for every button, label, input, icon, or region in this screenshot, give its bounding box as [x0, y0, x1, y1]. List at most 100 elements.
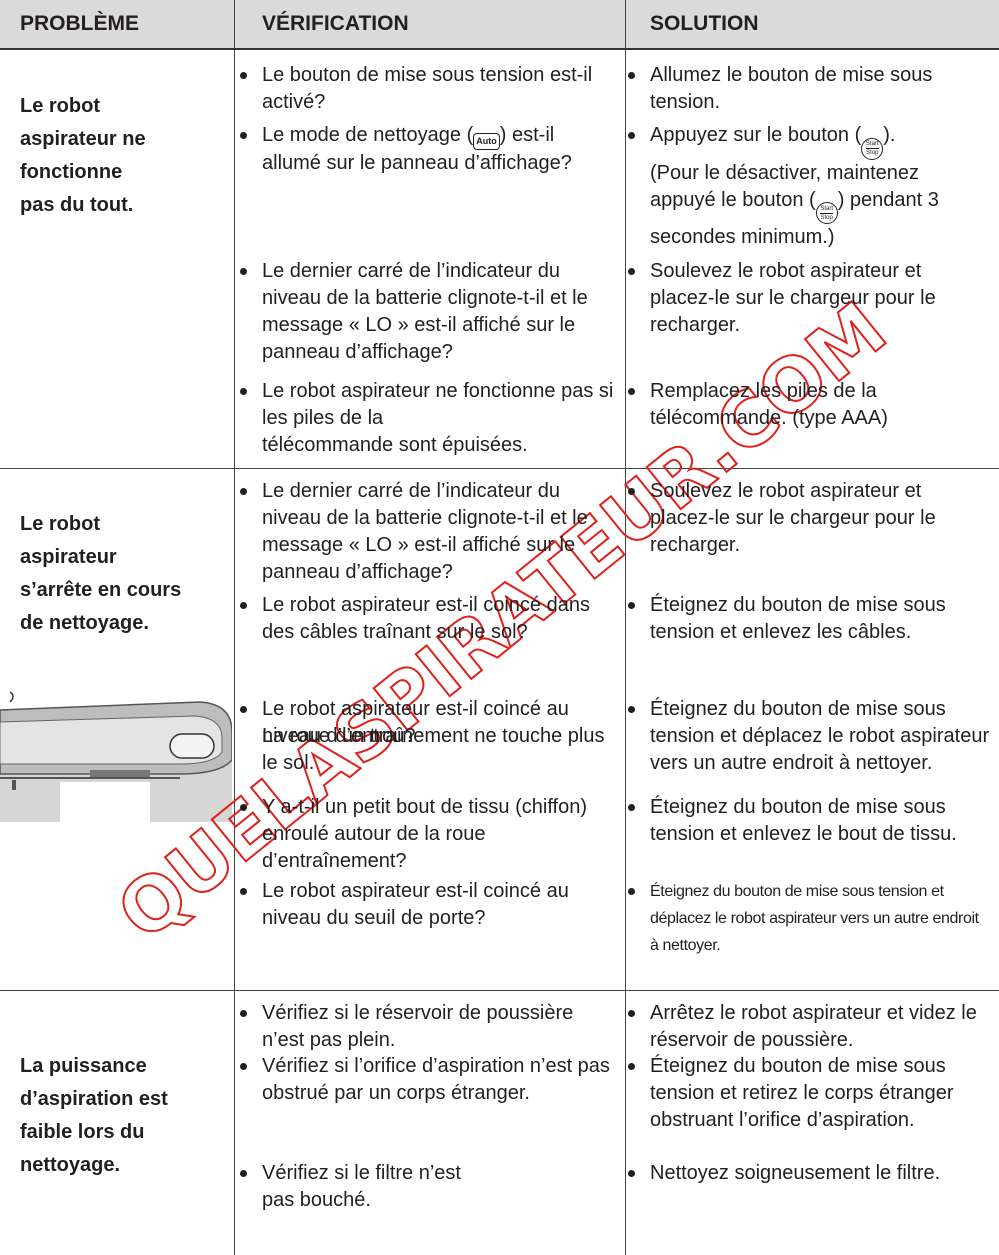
bullet: [628, 1063, 635, 1070]
text: Appuyez sur le bouton (: [650, 124, 862, 146]
problem: Le robot aspirateur ne fonctionne pas du to…: [20, 90, 225, 222]
bullet: [628, 1010, 635, 1017]
text: Nettoyez soigneusement le filtre.: [650, 1162, 941, 1184]
row-divider: [0, 990, 999, 991]
header-problem: PROBLÈME: [20, 12, 140, 35]
check: Le bouton de mise sous tension est-il ac…: [240, 62, 614, 116]
bullet: [240, 706, 247, 713]
text: Vérifiez si le réservoir de poussière n’…: [262, 1002, 574, 1051]
header-solution: SOLUTION: [650, 12, 759, 35]
problem: La puissance d’aspiration est faible lors …: [20, 1050, 225, 1182]
check: Le dernier carré de l’indicateur du nive…: [240, 258, 614, 366]
bullet: [628, 388, 635, 395]
solution: Éteignez du bouton de mise sous tension …: [628, 592, 990, 646]
text: Soulevez le robot aspirateur et placez-l…: [650, 480, 936, 556]
check: Vérifiez si l’orifice d’aspiration n’est…: [240, 1053, 614, 1107]
problem-line: Le robot: [20, 513, 100, 535]
check: Y a-t-il un petit bout de tissu (chiffon…: [240, 794, 614, 875]
bullet: [240, 488, 247, 495]
header-bar: [0, 0, 999, 50]
icon-label: Start: [820, 205, 834, 214]
problem-line: de nettoyage.: [20, 612, 149, 634]
text: Le dernier carré de l’indicateur du nive…: [262, 260, 588, 363]
bullet: [628, 132, 635, 139]
solution: Remplacez les piles de la télécommande. …: [628, 378, 990, 432]
bullet: [240, 1010, 247, 1017]
header-verification: VÉRIFICATION: [262, 12, 409, 35]
problem-line: aspirateur: [20, 546, 117, 568]
text: ) est-il allumé sur le panneau d’afficha…: [262, 124, 572, 174]
bullet: [628, 1170, 635, 1177]
icon-label: Stop: [866, 150, 879, 156]
check: Le robot aspirateur est-il coincé au niv…: [240, 878, 614, 932]
icon-label: Start: [865, 141, 879, 149]
text: Arrêtez le robot aspirateur et videz le …: [650, 1002, 977, 1051]
text: Le robot aspirateur est-il coincé dans d…: [262, 594, 590, 643]
bullet: [240, 888, 247, 895]
check: Vérifiez si le filtre n’est pas bouché.: [240, 1160, 614, 1214]
solution: Soulevez le robot aspirateur et placez-l…: [628, 258, 990, 339]
text: Le bouton de mise sous tension est-il ac…: [262, 64, 593, 113]
bullet: [240, 132, 247, 139]
bullet: [240, 388, 247, 395]
check-note: La roue d’entraînement ne touche plus le…: [262, 725, 605, 774]
text: Éteignez du bouton de mise sous tension …: [650, 796, 957, 845]
bullet: [240, 268, 247, 275]
start-stop-icon: Start Stop: [815, 202, 838, 224]
solution: Éteignez du bouton de mise sous tension …: [628, 878, 990, 959]
problem: Le robot aspirateur s’arrête en cours de ne…: [20, 508, 225, 640]
bullet: [628, 804, 635, 811]
problem-line: nettoyage.: [20, 1154, 121, 1176]
text: Éteignez du bouton de mise sous tension …: [650, 1055, 954, 1131]
text: Allumez le bouton de mise sous tension.: [650, 64, 933, 113]
bullet: [240, 1063, 247, 1070]
text: Éteignez du bouton de mise sous tension …: [650, 698, 990, 774]
problem-line: pas du tout.: [20, 194, 134, 216]
problem-line: s’arrête en cours: [20, 579, 182, 601]
text: Remplacez les piles de la télécommande. …: [650, 380, 888, 429]
bullet: [240, 72, 247, 79]
column-divider: [234, 0, 235, 1255]
solution: Éteignez du bouton de mise sous tension …: [628, 696, 990, 777]
row-divider: [0, 468, 999, 469]
problem-line: d’aspiration est: [20, 1088, 168, 1110]
text: Y a-t-il un petit bout de tissu (chiffon…: [262, 796, 587, 872]
problem-line: La puissance: [20, 1055, 147, 1077]
text: Le mode de nettoyage (: [262, 124, 474, 146]
solution: Éteignez du bouton de mise sous tension …: [628, 1053, 990, 1134]
solution: Éteignez du bouton de mise sous tension …: [628, 794, 990, 848]
check: Le dernier carré de l’indicateur du nive…: [240, 478, 614, 586]
solution: Nettoyez soigneusement le filtre.: [628, 1160, 990, 1187]
text: ) pendant 3 secondes minimum.): [650, 188, 939, 249]
bullet: [240, 804, 247, 811]
start-stop-icon: Start Stop: [861, 137, 884, 160]
bullet: [628, 268, 635, 275]
bullet: [628, 888, 635, 895]
solution: Appuyez sur le bouton (Start Stop). (Pour…: [628, 122, 990, 251]
bullet: [240, 602, 247, 609]
bullet: [628, 488, 635, 495]
robot-illustration: [0, 691, 232, 822]
text: Vérifiez si le filtre n’est pas bouché.: [262, 1162, 461, 1211]
problem-line: Le robot: [20, 95, 100, 117]
text: Le robot aspirateur ne fonctionne pas si…: [262, 380, 614, 456]
text: Éteignez du bouton de mise sous tension …: [650, 883, 979, 954]
check: Le robot aspirateur est-il coincé au niv…: [240, 696, 614, 750]
text: Le robot aspirateur est-il coincé au niv…: [262, 698, 569, 747]
auto-icon: Auto: [473, 133, 500, 150]
problem-line: faible lors du: [20, 1121, 145, 1143]
icon-label: Stop: [820, 214, 833, 221]
check: Le robot aspirateur ne fonctionne pas si…: [240, 378, 614, 459]
text: Vérifiez si l’orifice d’aspiration n’est…: [262, 1055, 610, 1104]
column-divider: [625, 0, 626, 1255]
text: ). (Pour le désactiver, maintenez appuyé…: [650, 124, 920, 211]
bullet: [628, 706, 635, 713]
bullet: [628, 602, 635, 609]
solution: Soulevez le robot aspirateur et placez-l…: [628, 478, 990, 559]
text: Le dernier carré de l’indicateur du nive…: [262, 480, 588, 583]
problem-line: fonctionne: [20, 161, 123, 183]
check: Vérifiez si le réservoir de poussière n’…: [240, 1000, 614, 1054]
problem-line: aspirateur ne: [20, 128, 146, 150]
check: Le robot aspirateur est-il coincé dans d…: [240, 592, 614, 646]
